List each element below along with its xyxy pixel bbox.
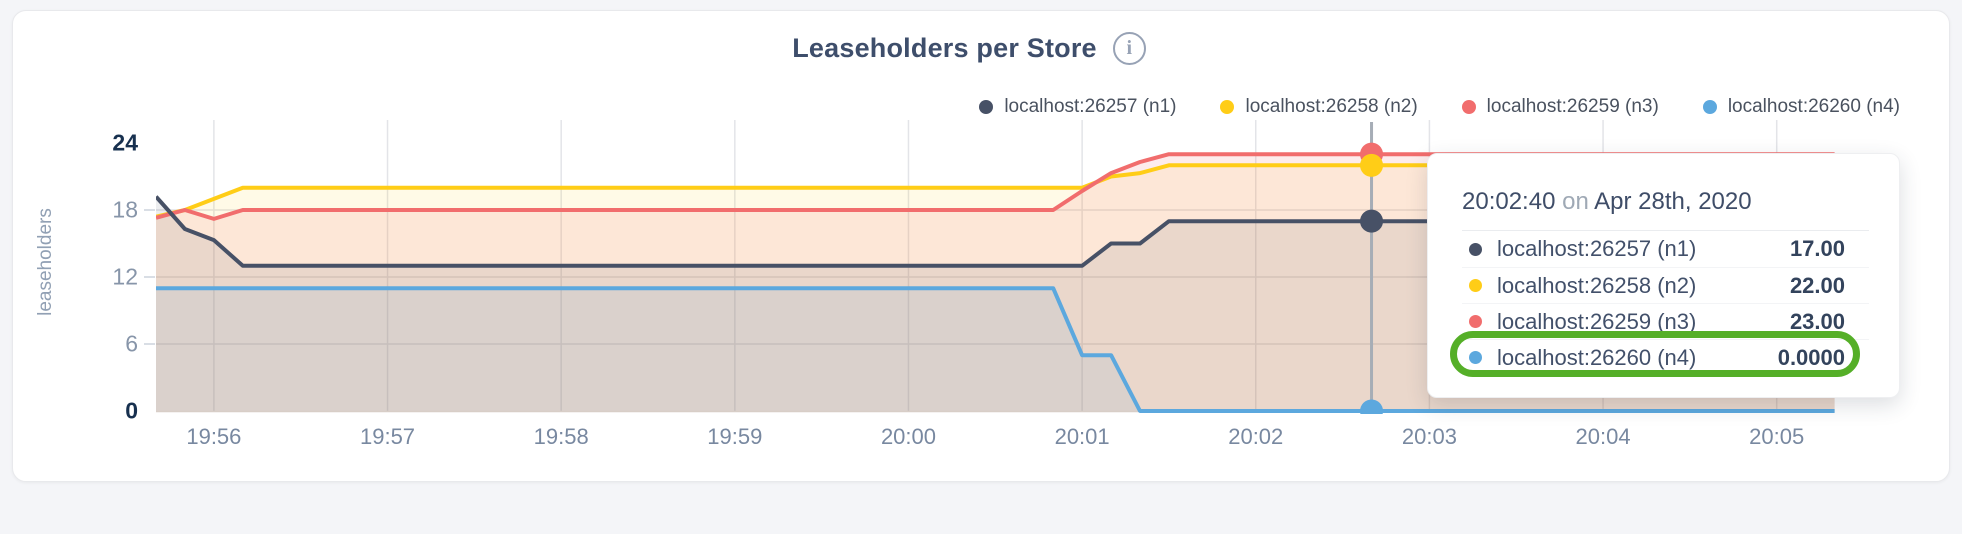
tooltip-time: 20:02:40 bbox=[1462, 188, 1556, 215]
series-color-dot bbox=[1469, 242, 1482, 256]
series-color-dot bbox=[1702, 100, 1717, 114]
series-color-dot bbox=[979, 100, 994, 114]
tooltip-timestamp: 20:02:40 on Apr 28th, 2020 bbox=[1462, 186, 1869, 218]
series-line-1 bbox=[156, 195, 1835, 268]
x-tick-label: 20:04 bbox=[1575, 424, 1631, 449]
tooltip-series-label: localhost:26259 (n3) bbox=[1497, 308, 1697, 334]
x-tick-label: 20:05 bbox=[1749, 424, 1805, 449]
series-line-4 bbox=[156, 286, 1835, 413]
hover-tooltip: 20:02:40 on Apr 28th, 2020 localhost:262… bbox=[1427, 153, 1900, 398]
x-tick-label: 19:56 bbox=[186, 424, 242, 449]
series-area-3 bbox=[156, 154, 1835, 411]
x-tick-label: 20:03 bbox=[1401, 424, 1457, 449]
tooltip-series-value: 0.0000 bbox=[1777, 344, 1845, 370]
y-tick-dash bbox=[144, 343, 155, 345]
tooltip-divider bbox=[1462, 230, 1869, 231]
y-tick-label: 18 bbox=[112, 196, 138, 223]
hover-dot-4 bbox=[1360, 399, 1384, 414]
tooltip-row-n3: localhost:26259 (n3) 23.00 bbox=[1462, 303, 1869, 339]
tooltip-series-label: localhost:26257 (n1) bbox=[1497, 236, 1697, 261]
series-color-dot bbox=[1220, 100, 1235, 114]
tooltip-series-label: localhost:26258 (n2) bbox=[1497, 272, 1697, 298]
y-tick-label: 12 bbox=[112, 263, 138, 290]
series-line-3 bbox=[156, 152, 1835, 221]
x-tick-label: 20:01 bbox=[1054, 424, 1110, 449]
chart-title: Leaseholders per Store bbox=[792, 33, 1097, 63]
tooltip-series-value: 17.00 bbox=[1789, 236, 1845, 261]
y-axis-title: leaseholders bbox=[35, 208, 56, 316]
legend-label: localhost:26260 (n4) bbox=[1727, 96, 1900, 117]
tooltip-row-n2: localhost:26258 (n2) 22.00 bbox=[1462, 267, 1869, 303]
legend-item-n4[interactable]: localhost:26260 (n4) bbox=[1702, 96, 1900, 118]
tooltip-series-label: localhost:26260 (n4) bbox=[1497, 344, 1697, 370]
legend-label: localhost:26259 (n3) bbox=[1486, 96, 1659, 117]
info-icon[interactable]: i bbox=[1112, 32, 1146, 65]
series-color-dot bbox=[1461, 100, 1476, 114]
legend-item-n2[interactable]: localhost:26258 (n2) bbox=[1220, 96, 1418, 118]
tooltip-date: Apr 28th, 2020 bbox=[1594, 188, 1752, 215]
y-tick-label: 24 bbox=[112, 129, 138, 156]
legend: localhost:26257 (n1) localhost:26258 (n2… bbox=[979, 96, 1900, 118]
y-tick-dash bbox=[144, 209, 155, 211]
series-color-dot bbox=[1469, 315, 1482, 328]
series-area-1 bbox=[156, 196, 1835, 411]
tooltip-row-n4: localhost:26260 (n4) 0.0000 bbox=[1462, 339, 1869, 375]
x-tick-label: 19:57 bbox=[359, 424, 416, 449]
legend-item-n1[interactable]: localhost:26257 (n1) bbox=[979, 96, 1176, 118]
y-tick-dash bbox=[144, 276, 155, 278]
leaseholders-chart[interactable] bbox=[156, 118, 1878, 414]
series-area-4 bbox=[156, 288, 1835, 411]
series-color-dot bbox=[1469, 279, 1482, 292]
series-color-dot bbox=[1469, 351, 1482, 364]
legend-label: localhost:26258 (n2) bbox=[1245, 96, 1418, 117]
x-tick-label: 20:02 bbox=[1228, 424, 1284, 449]
tooltip-series-value: 23.00 bbox=[1789, 308, 1845, 334]
chart-header: Leaseholders per Store i bbox=[0, 32, 1938, 65]
hover-dot-2 bbox=[1360, 153, 1384, 177]
tooltip-on-word: on bbox=[1562, 188, 1589, 215]
x-tick-label: 20:00 bbox=[880, 424, 936, 449]
legend-item-n3[interactable]: localhost:26259 (n3) bbox=[1461, 96, 1659, 118]
y-tick-label: 0 bbox=[125, 397, 138, 424]
tooltip-series-value: 22.00 bbox=[1789, 272, 1845, 298]
hover-dot-1 bbox=[1360, 209, 1384, 233]
y-tick-label: 6 bbox=[125, 330, 138, 357]
legend-label: localhost:26257 (n1) bbox=[1004, 96, 1177, 117]
x-tick-label: 19:59 bbox=[707, 424, 763, 449]
x-tick-label: 19:58 bbox=[533, 424, 589, 449]
tooltip-row-n1: localhost:26257 (n1) 17.00 bbox=[1462, 231, 1869, 267]
